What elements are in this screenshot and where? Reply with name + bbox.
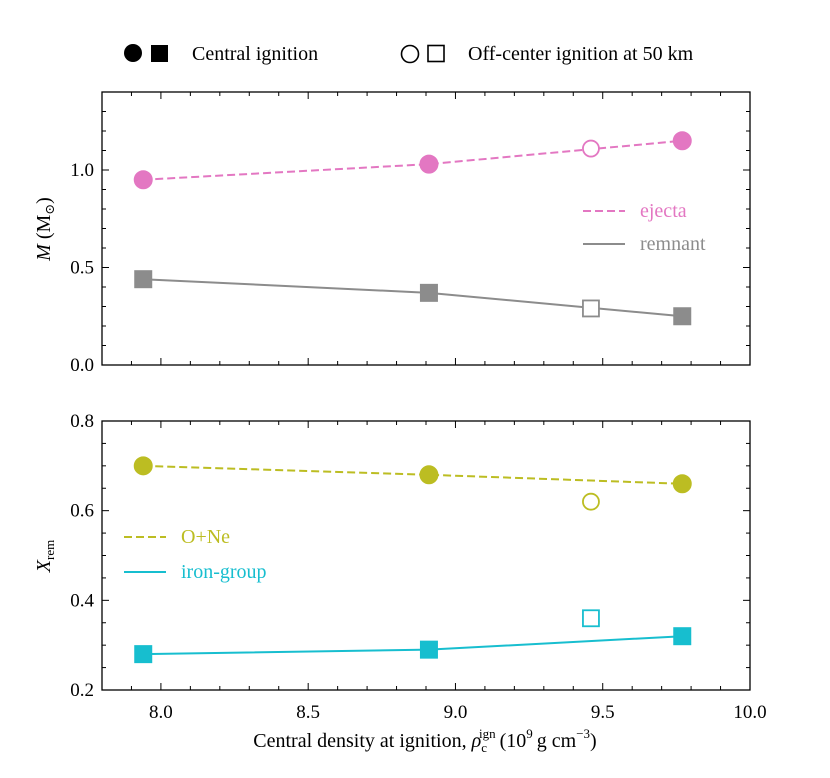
x-tick-label: 9.5 xyxy=(591,702,615,723)
mass-point-remnant xyxy=(419,283,438,302)
mass-series-line-remnant xyxy=(143,278,683,318)
xrem-point-iron-group xyxy=(419,640,438,659)
mass-series-line-ejecta xyxy=(143,139,683,181)
xrem-y-tick-label: 0.6 xyxy=(70,501,94,522)
mass-offcenter-point-ejecta xyxy=(582,139,600,158)
xrem-y-tick-label: 0.2 xyxy=(70,680,94,701)
top-legend: Central ignition Off-center ignition at … xyxy=(124,43,694,65)
xrem-legend-label: O+Ne xyxy=(181,526,230,548)
top-legend-filled-circle-icon xyxy=(124,44,142,62)
xrem-point-o-ne xyxy=(419,465,439,485)
mass-point-ejecta xyxy=(419,154,439,174)
xrem-series-line-o-ne xyxy=(143,464,683,485)
mass-panel-ylabel: M (M⊙) xyxy=(33,197,57,262)
mass-point-remnant xyxy=(134,270,153,289)
xrem-point-iron-group xyxy=(673,627,692,646)
xrem-y-tick-label: 0.4 xyxy=(70,590,94,611)
xrem-point-iron-group xyxy=(134,645,153,664)
xrem-offcenter-point-o-ne xyxy=(582,492,600,511)
top-legend-open-square-icon xyxy=(427,44,445,63)
xrem-series-line-iron-group xyxy=(143,635,683,656)
xrem-y-tick-label: 0.8 xyxy=(70,411,94,432)
x-axis-label: Central density at ignition, ρcign (109 g … xyxy=(253,726,596,755)
mass-offcenter-point-remnant xyxy=(582,299,600,318)
xrem-legend-label: iron-group xyxy=(181,561,267,583)
mass-plot-frame xyxy=(101,91,751,366)
xrem-point-o-ne xyxy=(672,474,692,494)
x-tick-label: 10.0 xyxy=(733,702,766,723)
xrem-panel: 0.2 0.4 0.6 0.8 8.0 8.5 9.0 9.5 10.0 O+Ne iron-gro… xyxy=(70,411,766,723)
x-tick-label: 8.0 xyxy=(149,702,173,723)
mass-point-ejecta xyxy=(672,131,692,151)
xrem-offcenter-point-iron-group xyxy=(582,609,600,628)
mass-y-tick-label: 0.5 xyxy=(70,258,94,279)
top-legend-offcenter-label: Off-center ignition at 50 km xyxy=(468,43,694,65)
xrem-point-o-ne xyxy=(133,456,153,476)
top-legend-central-label: Central ignition xyxy=(192,43,318,65)
top-legend-filled-square-icon xyxy=(151,45,168,62)
mass-panel: 0.0 0.5 1.0 ejecta remnant xyxy=(70,91,751,376)
top-legend-open-circle-icon xyxy=(400,44,420,64)
mass-point-remnant xyxy=(673,307,692,326)
mass-y-tick-label: 1.0 xyxy=(70,160,94,181)
mass-y-tick-label: 0.0 xyxy=(70,355,94,376)
mass-point-ejecta xyxy=(133,170,153,190)
mass-legend-label: remnant xyxy=(640,233,706,255)
x-tick-label: 9.0 xyxy=(444,702,468,723)
xrem-panel-ylabel: Xrem xyxy=(33,540,57,573)
mass-legend-label: ejecta xyxy=(640,200,687,222)
x-tick-label: 8.5 xyxy=(296,702,320,723)
